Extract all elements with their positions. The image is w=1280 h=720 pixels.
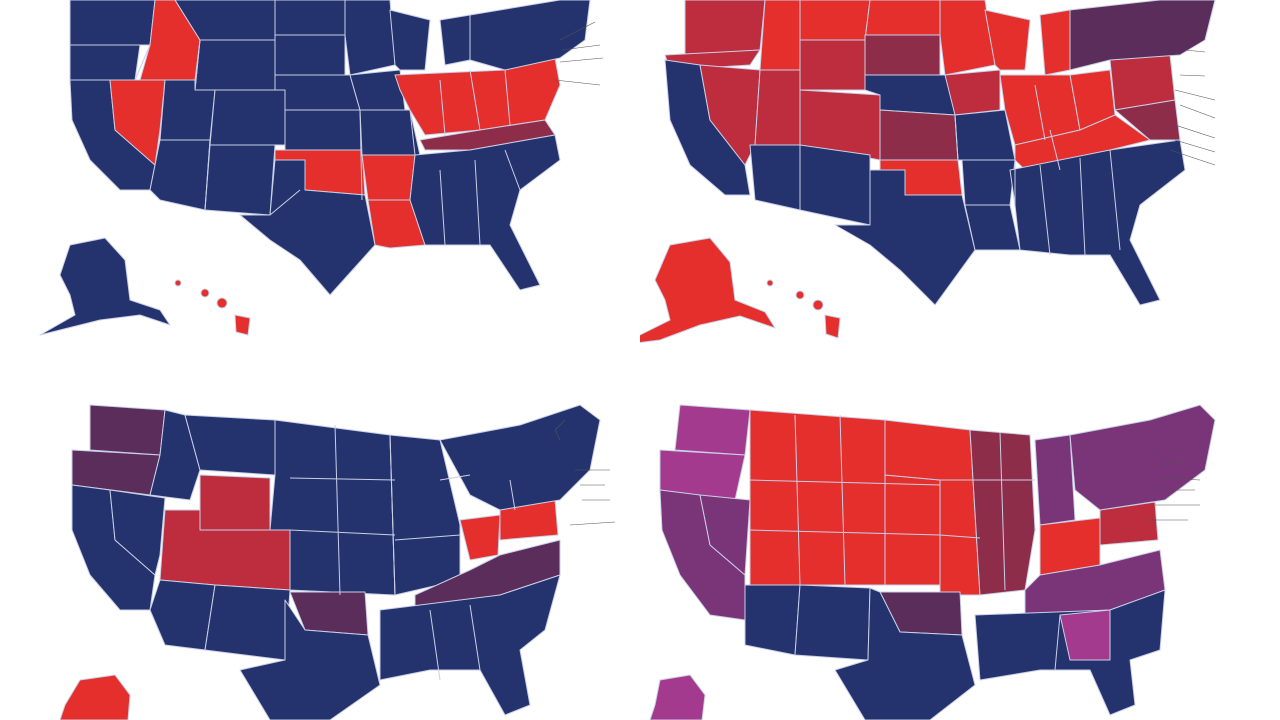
map-panel-top-left <box>0 0 640 360</box>
state-missouri[interactable] <box>954 109 1016 161</box>
state-montana[interactable] <box>184 414 276 476</box>
state-kansas[interactable] <box>284 109 363 151</box>
state-montana[interactable] <box>799 0 871 41</box>
map-panel-top-right <box>640 0 1280 360</box>
state-texas[interactable] <box>834 587 976 720</box>
conterminous-us <box>71 404 601 720</box>
state-southeast[interactable] <box>1009 139 1186 306</box>
conterminous-us <box>664 0 1216 306</box>
state-northeast[interactable] <box>1069 404 1216 511</box>
state-louisiana[interactable] <box>964 204 1021 251</box>
state-new-mexico[interactable] <box>204 144 276 216</box>
state-ohio[interactable] <box>459 514 501 561</box>
state-wyoming[interactable] <box>799 39 866 91</box>
us-state-map <box>59 404 616 720</box>
state-texas[interactable] <box>834 169 976 306</box>
us-state-map <box>649 404 1216 720</box>
hawaii[interactable] <box>766 279 841 339</box>
state-south-dakota[interactable] <box>274 34 346 76</box>
state-northeast[interactable] <box>439 404 601 511</box>
state-washington[interactable] <box>89 404 166 456</box>
state-wisconsin[interactable] <box>389 9 431 71</box>
state-southeast[interactable] <box>379 574 561 716</box>
state-louisiana[interactable] <box>367 199 426 249</box>
state-arkansas[interactable] <box>361 154 416 201</box>
label-callouts <box>1169 49 1216 166</box>
state-southeast[interactable] <box>409 134 561 291</box>
state-kentucky-tennessee[interactable] <box>1014 114 1151 171</box>
alaska[interactable] <box>649 674 706 720</box>
state-texas[interactable] <box>239 599 381 720</box>
hawaii[interactable] <box>174 279 251 336</box>
state-washington[interactable] <box>69 0 156 46</box>
state-northeast[interactable] <box>1069 0 1216 71</box>
state-michigan[interactable] <box>1039 9 1071 76</box>
state-michigan[interactable] <box>1034 434 1076 526</box>
alaska[interactable] <box>39 237 171 336</box>
state-nevada[interactable] <box>109 489 166 576</box>
us-state-map <box>640 0 1216 345</box>
state-nebraska[interactable] <box>274 74 361 111</box>
map-panel-bottom-right <box>640 360 1280 720</box>
state-wyoming[interactable] <box>199 474 271 531</box>
state-nevada[interactable] <box>109 79 166 166</box>
state-wyoming[interactable] <box>194 39 276 91</box>
state-colorado[interactable] <box>209 89 286 146</box>
map-panel-bottom-left <box>0 360 640 720</box>
us-state-map <box>39 0 604 336</box>
state-idaho[interactable] <box>759 0 806 81</box>
state-oregon[interactable] <box>69 44 141 81</box>
state-borders <box>274 420 516 681</box>
state-borders <box>799 0 1121 256</box>
alaska[interactable] <box>59 674 131 720</box>
state-arizona[interactable] <box>749 144 801 211</box>
state-nevada[interactable] <box>699 64 761 166</box>
state-arizona[interactable] <box>149 579 216 651</box>
state-new-mexico[interactable] <box>794 584 871 661</box>
state-south-dakota[interactable] <box>864 34 941 76</box>
state-washington[interactable] <box>684 0 766 56</box>
state-north-dakota[interactable] <box>864 0 941 41</box>
state-nevada[interactable] <box>699 494 751 576</box>
state-new-mexico[interactable] <box>204 584 291 661</box>
label-callouts <box>554 419 616 526</box>
state-northeast[interactable] <box>469 0 591 71</box>
conterminous-us <box>69 0 591 296</box>
state-wisconsin[interactable] <box>984 9 1031 71</box>
state-arizona[interactable] <box>149 139 211 211</box>
state-utah[interactable] <box>754 69 801 146</box>
label-callouts <box>554 21 604 86</box>
state-kansas[interactable] <box>879 109 959 161</box>
state-arizona[interactable] <box>744 584 801 656</box>
state-washington[interactable] <box>674 404 751 456</box>
state-borders <box>749 414 1111 671</box>
state-midwest[interactable] <box>389 434 461 596</box>
state-new-mexico[interactable] <box>799 144 871 226</box>
state-texas[interactable] <box>239 159 376 296</box>
state-arkansas[interactable] <box>961 159 1016 206</box>
conterminous-us <box>659 404 1216 720</box>
state-borders <box>134 0 521 246</box>
label-callouts <box>1150 459 1201 521</box>
state-minnesota[interactable] <box>344 0 396 76</box>
alaska[interactable] <box>640 237 776 345</box>
state-michigan[interactable] <box>439 14 471 66</box>
state-north-dakota[interactable] <box>274 0 346 36</box>
state-iowa[interactable] <box>944 69 1001 116</box>
